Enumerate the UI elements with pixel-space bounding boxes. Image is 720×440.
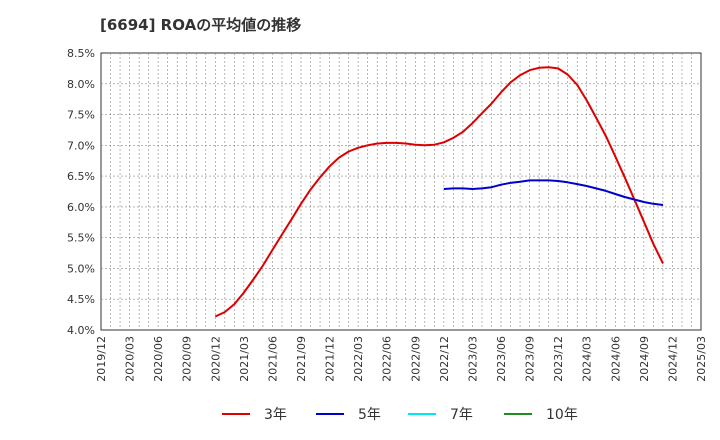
x-tick-label: 2020/12 (209, 336, 222, 382)
x-tick-label: 2020/09 (181, 336, 194, 382)
x-tick-label: 2021/06 (266, 336, 279, 382)
x-tick-label: 2022/12 (438, 336, 451, 382)
series-line-5年 (443, 179, 664, 206)
x-tick-label: 2021/12 (324, 336, 337, 382)
x-tick-label: 2024/12 (666, 336, 679, 382)
legend-label: 7年 (450, 407, 473, 423)
series-line-3年 (214, 66, 664, 318)
x-tick-label: 2023/09 (524, 336, 537, 382)
legend-label: 3年 (264, 407, 287, 423)
y-tick-label: 4.5% (67, 293, 95, 306)
plot-frame (100, 52, 702, 331)
y-tick-label: 7.5% (67, 109, 95, 122)
legend-label: 10年 (546, 407, 578, 423)
x-tick-label: 2024/09 (638, 336, 651, 382)
x-tick-label: 2024/06 (609, 336, 622, 382)
y-tick-label: 7.0% (67, 139, 95, 152)
x-tick-label: 2022/03 (352, 336, 365, 382)
x-axis: 2019/12 2020/03 2020/06 2020/09 2020/12 2021/… (95, 336, 708, 382)
x-tick-label: 2020/06 (152, 336, 165, 382)
x-tick-label: 2020/03 (124, 336, 137, 382)
x-tick-label: 2022/06 (381, 336, 394, 382)
y-tick-label: 5.0% (67, 262, 95, 275)
y-tick-label: 6.5% (67, 170, 95, 183)
x-tick-label: 2023/12 (552, 336, 565, 382)
legend-label: 5年 (358, 407, 381, 423)
x-tick-label: 2021/09 (295, 336, 308, 382)
x-tick-label: 2025/03 (695, 336, 708, 382)
y-tick-label: 6.0% (67, 201, 95, 214)
plot-area (100, 52, 702, 331)
series-lines (214, 66, 664, 318)
x-tick-label: 2023/06 (495, 336, 508, 382)
x-tick-label: 2023/03 (466, 336, 479, 382)
grid-lines (101, 53, 701, 330)
legend: 3年 5年 7年 10年 (222, 407, 578, 423)
chart-title: [6694] ROAの平均値の推移 (100, 16, 302, 34)
x-tick-label: 2019/12 (95, 336, 108, 382)
x-tick-label: 2021/03 (238, 336, 251, 382)
x-tick-label: 2022/09 (409, 336, 422, 382)
y-tick-label: 5.5% (67, 232, 95, 245)
x-tick-label: 2024/03 (581, 336, 594, 382)
y-axis: 4.0% 4.5% 5.0% 5.5% 6.0% 6.5% 7.0% 7.5% 8.0% 8.5% (67, 47, 95, 337)
y-tick-label: 4.0% (67, 324, 95, 337)
y-tick-label: 8.5% (67, 47, 95, 60)
y-tick-label: 8.0% (67, 78, 95, 91)
